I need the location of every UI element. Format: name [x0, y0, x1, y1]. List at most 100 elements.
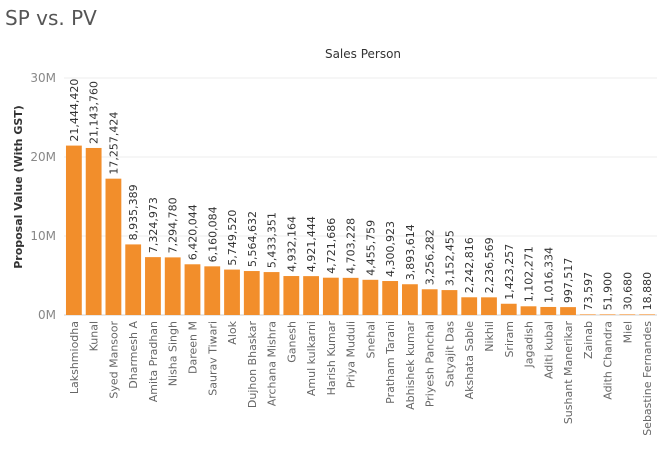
bar-value-label: 4,703,228 — [345, 218, 358, 274]
bar-value-label: 5,433,351 — [266, 212, 279, 268]
bar[interactable] — [263, 272, 280, 315]
bar-value-label: 997,517 — [562, 258, 575, 304]
bar-value-label: 4,300,923 — [384, 221, 397, 277]
x-tick-label: Zainab — [582, 321, 595, 359]
x-tick-label: Dharmesh A — [127, 321, 140, 389]
x-tick-label: Amul kulkarni — [305, 321, 318, 396]
bar-value-label: 51,900 — [602, 272, 615, 311]
bar-value-label: 7,324,973 — [147, 197, 160, 253]
x-tick-label: Adith Chandra — [602, 321, 615, 400]
x-tick-label: Snehal — [364, 321, 377, 359]
bar[interactable] — [65, 145, 82, 315]
bar[interactable] — [540, 306, 557, 315]
bar[interactable] — [243, 271, 260, 315]
x-tick-label: Abhishek kumar — [404, 321, 417, 410]
bar[interactable] — [85, 147, 102, 315]
x-tick-label: Alok — [226, 320, 239, 344]
bar[interactable] — [599, 314, 616, 315]
bar-value-label: 2,236,569 — [483, 237, 496, 293]
bar[interactable] — [224, 269, 240, 315]
x-tick-label: Nisha Singh — [167, 321, 180, 386]
x-tick-label: Archana Mishra — [266, 321, 279, 406]
bar-value-label: 2,242,816 — [463, 237, 476, 293]
x-tick-label: Kunal — [88, 321, 101, 351]
bar[interactable] — [639, 314, 656, 315]
bar-value-label: 21,143,760 — [88, 81, 101, 144]
bar[interactable] — [402, 284, 418, 315]
bar-value-label: 21,444,420 — [68, 79, 81, 142]
x-tick-label: Priyesh Panchal — [424, 321, 437, 407]
x-tick-label: Akshata Sable — [463, 321, 476, 400]
bar[interactable] — [500, 303, 517, 315]
x-tick-label: Lakshmiodha — [68, 321, 81, 394]
bar[interactable] — [362, 279, 379, 315]
y-tick-label: 0M — [38, 308, 56, 322]
bar[interactable] — [560, 307, 576, 315]
x-tick-label: Aditi kubal — [542, 321, 555, 379]
gridlines — [64, 77, 657, 316]
bar-value-label: 4,455,759 — [364, 220, 377, 276]
x-tick-label: Jagadish — [523, 321, 536, 368]
bar[interactable] — [303, 276, 319, 315]
bar[interactable] — [441, 290, 458, 315]
y-tick-label: 30M — [30, 71, 56, 85]
bar-value-label: 3,893,614 — [404, 224, 417, 280]
bar[interactable] — [283, 276, 300, 315]
bar[interactable] — [145, 257, 161, 315]
bar-value-label: 4,721,686 — [325, 218, 338, 274]
bar-value-label: 5,564,632 — [246, 211, 259, 267]
bar[interactable] — [579, 314, 596, 315]
bar[interactable] — [322, 277, 339, 315]
y-tick-label: 20M — [30, 150, 56, 164]
bars — [65, 145, 656, 315]
bar[interactable] — [105, 178, 122, 315]
x-tick-label: Syed Mansoor — [107, 321, 120, 399]
bar[interactable] — [481, 297, 497, 315]
x-tick-label: Saurav Tiwari — [206, 321, 219, 396]
x-tick-label: Amita Pradhan — [147, 321, 160, 402]
x-tick-label: Sebastine Fernandes — [641, 321, 654, 436]
bar-value-label: 3,256,282 — [424, 229, 437, 285]
bar-value-label: 6,420,044 — [186, 204, 199, 260]
bar[interactable] — [204, 266, 221, 315]
bar[interactable] — [520, 306, 537, 315]
bar-value-label: 5,749,520 — [226, 210, 239, 266]
bar[interactable] — [342, 277, 359, 315]
bar-value-label: 30,680 — [621, 272, 634, 311]
axes: 0M 10M 20M 30M Lakshmiodha Kunal Syed Mansoor D… — [30, 71, 654, 436]
y-tick-label: 10M — [30, 229, 56, 243]
bar-value-label: 4,921,444 — [305, 216, 318, 272]
y-axis-title: Proposal Value (With GST) — [12, 105, 25, 269]
x-tick-label: Sriram — [503, 321, 516, 358]
x-tick-label: Pratham Tarani — [384, 321, 397, 404]
x-tick-label: Sushant Manerikar — [562, 321, 575, 425]
bar[interactable] — [421, 289, 438, 315]
bar-value-label: 1,423,257 — [503, 244, 516, 300]
x-tick-label: Satyajit Das — [443, 321, 456, 387]
bar[interactable] — [164, 257, 181, 315]
bar-value-label: 1,016,334 — [542, 247, 555, 303]
bar[interactable] — [382, 281, 399, 315]
x-tick-label: Ganesh — [285, 321, 298, 363]
x-tick-label: Priya Muduli — [345, 321, 358, 388]
bar-value-label: 6,160,084 — [206, 206, 219, 262]
bar[interactable] — [619, 314, 636, 315]
bar-value-label: 8,935,389 — [127, 184, 140, 240]
x-tick-label: Dujhon Bhaskar — [246, 321, 259, 409]
x-tick-label: Dareen M — [186, 321, 199, 374]
bar[interactable] — [461, 297, 478, 315]
value-labels: 21,444,420 21,143,760 17,257,424 8,935,389 7… — [68, 79, 654, 311]
page-title: SP vs. PV — [5, 6, 97, 30]
bar[interactable] — [125, 244, 142, 315]
chart-title: Sales Person — [325, 47, 401, 61]
bar-value-label: 1,102,271 — [523, 246, 536, 302]
bar-value-label: 3,152,455 — [443, 230, 456, 286]
bar-value-label: 7,294,780 — [167, 197, 180, 253]
bar-value-label: 4,932,164 — [285, 216, 298, 272]
bar[interactable] — [184, 264, 201, 315]
bar-value-label: 73,597 — [582, 272, 595, 311]
x-tick-label: Nikhil — [483, 321, 496, 352]
bar-value-label: 17,257,424 — [107, 112, 120, 175]
bar-value-label: 18,880 — [641, 272, 654, 311]
